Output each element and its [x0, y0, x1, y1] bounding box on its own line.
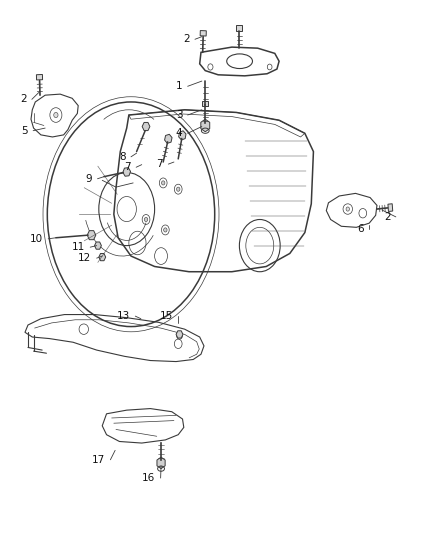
Text: 9: 9: [86, 174, 92, 184]
Polygon shape: [388, 204, 393, 212]
Text: 6: 6: [357, 224, 364, 234]
Polygon shape: [99, 254, 106, 261]
Polygon shape: [123, 168, 131, 176]
Ellipse shape: [164, 228, 167, 232]
Text: 8: 8: [119, 152, 126, 162]
Text: 1: 1: [176, 82, 183, 91]
Polygon shape: [179, 131, 186, 140]
Text: 17: 17: [92, 455, 105, 465]
Polygon shape: [201, 119, 210, 132]
Polygon shape: [176, 331, 183, 338]
Text: 13: 13: [117, 311, 130, 321]
Text: 7: 7: [156, 159, 163, 169]
Text: 11: 11: [72, 242, 85, 252]
Polygon shape: [142, 123, 150, 131]
Polygon shape: [200, 30, 206, 36]
Text: 5: 5: [21, 126, 28, 136]
Text: 3: 3: [176, 110, 183, 120]
Text: 2: 2: [20, 94, 27, 104]
Text: 2: 2: [384, 212, 391, 222]
Ellipse shape: [346, 207, 350, 211]
Ellipse shape: [144, 217, 148, 222]
Text: 2: 2: [183, 34, 190, 44]
Text: 15: 15: [160, 311, 173, 321]
Text: 12: 12: [78, 253, 92, 263]
Ellipse shape: [54, 112, 58, 118]
Text: 16: 16: [142, 473, 155, 483]
Ellipse shape: [177, 187, 180, 191]
Text: 10: 10: [30, 234, 43, 244]
Text: 4: 4: [176, 128, 183, 138]
Polygon shape: [87, 231, 96, 240]
Polygon shape: [95, 242, 101, 249]
Polygon shape: [165, 134, 172, 143]
Text: 7: 7: [124, 162, 131, 172]
Polygon shape: [202, 101, 208, 106]
Ellipse shape: [162, 181, 165, 185]
Polygon shape: [157, 457, 165, 469]
Polygon shape: [236, 26, 242, 30]
Polygon shape: [36, 75, 42, 80]
